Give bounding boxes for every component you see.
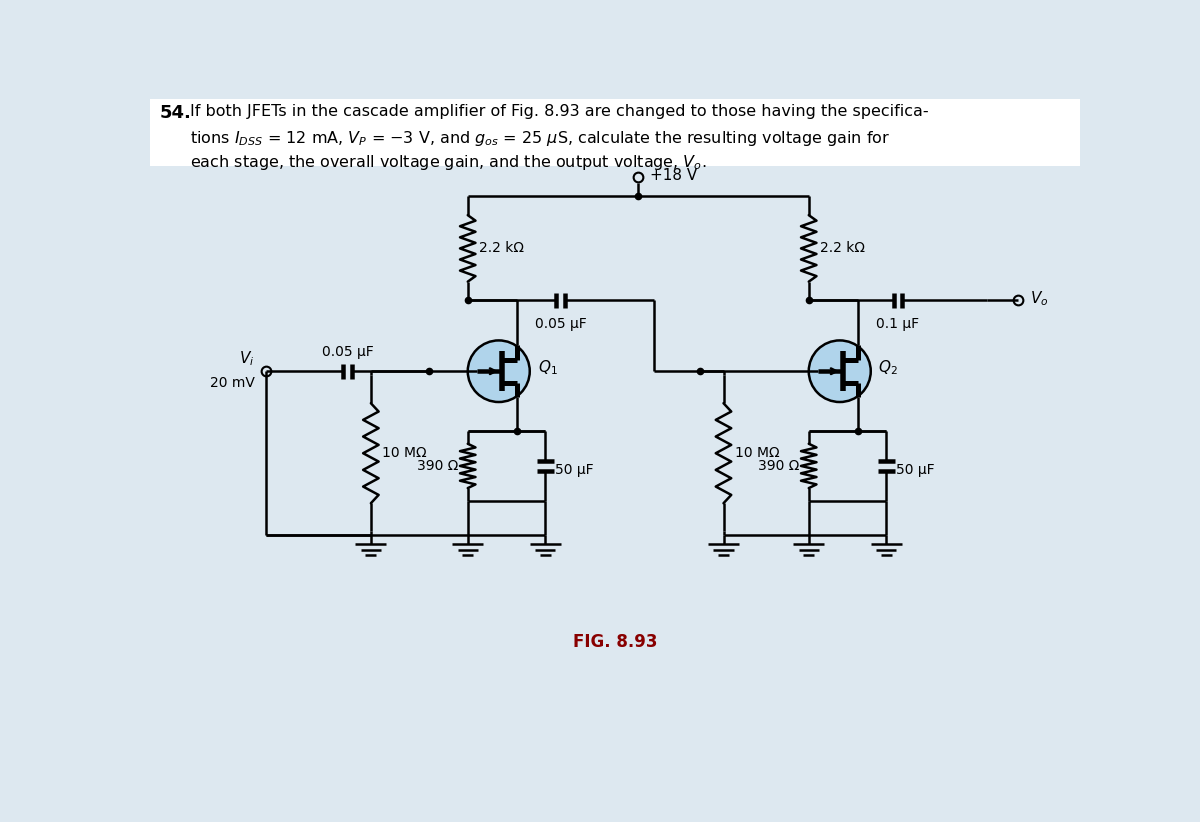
Text: 2.2 kΩ: 2.2 kΩ: [479, 242, 524, 256]
Text: If both JFETs in the cascade amplifier of Fig. 8.93 are changed to those having : If both JFETs in the cascade amplifier o…: [191, 104, 929, 119]
Text: each stage, the overall voltage gain, and the output voltage, $V_o$.: each stage, the overall voltage gain, an…: [191, 154, 707, 173]
Text: 50 μF: 50 μF: [554, 463, 593, 477]
Text: 390 Ω: 390 Ω: [418, 459, 458, 473]
Text: 10 MΩ: 10 MΩ: [383, 446, 427, 460]
Text: 390 Ω: 390 Ω: [758, 459, 799, 473]
Text: $V_i$: $V_i$: [239, 349, 254, 368]
Text: 50 μF: 50 μF: [895, 463, 934, 477]
Text: $Q_2$: $Q_2$: [878, 358, 898, 376]
Text: FIG. 8.93: FIG. 8.93: [572, 633, 658, 651]
Circle shape: [809, 340, 871, 402]
Text: $Q_1$: $Q_1$: [538, 358, 557, 376]
Text: 0.05 μF: 0.05 μF: [535, 317, 587, 331]
Text: 20 mV: 20 mV: [210, 376, 254, 390]
Text: $V_o$: $V_o$: [1030, 289, 1048, 308]
Text: +18 V: +18 V: [650, 169, 697, 183]
Text: 54.: 54.: [160, 104, 191, 122]
Text: 0.1 μF: 0.1 μF: [876, 317, 919, 331]
Text: 2.2 kΩ: 2.2 kΩ: [821, 242, 865, 256]
Circle shape: [468, 340, 529, 402]
FancyBboxPatch shape: [150, 99, 1080, 165]
Text: 10 MΩ: 10 MΩ: [736, 446, 780, 460]
Text: tions $I_{DSS}$ = 12 mA, $V_P$ = $-$3 V, and $g_{os}$ = 25 $\mu$S, calculate the: tions $I_{DSS}$ = 12 mA, $V_P$ = $-$3 V,…: [191, 129, 890, 148]
Text: 0.05 μF: 0.05 μF: [322, 345, 373, 359]
